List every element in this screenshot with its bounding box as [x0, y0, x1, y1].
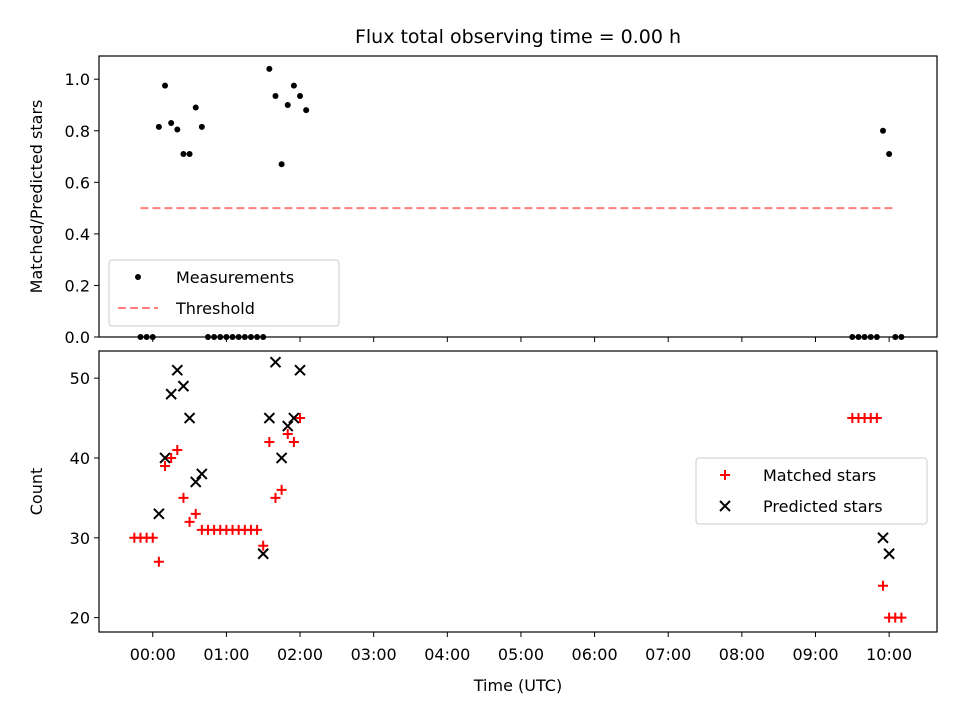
y-tick-label: 40 [70, 449, 90, 468]
x-tick-label: 09:00 [792, 645, 838, 664]
measurement-point [290, 82, 297, 89]
predicted-star-point [153, 508, 165, 520]
measurement-point [168, 120, 175, 127]
x-tick-label: 07:00 [645, 645, 691, 664]
predicted-star-point [288, 412, 300, 424]
legend-label: Matched stars [763, 466, 876, 485]
y-tick-label: 20 [70, 609, 90, 628]
series-predicted-stars [153, 356, 895, 560]
legend: Matched stars Predicted stars [695, 457, 928, 525]
matched-star-point [147, 532, 158, 543]
predicted-star-point [165, 388, 177, 400]
measurement-point [192, 104, 199, 111]
predicted-star-point [177, 380, 190, 392]
predicted-star-point [257, 548, 269, 560]
x-tick-label: 01:00 [203, 645, 249, 664]
x-tick-label: 02:00 [277, 645, 323, 664]
measurement-point [155, 123, 162, 130]
measurement-point [162, 82, 169, 89]
x-tick-label: 05:00 [498, 645, 544, 664]
predicted-star-point [183, 412, 196, 424]
predicted-star-point [883, 548, 895, 560]
y-axis-label: Count [27, 468, 46, 516]
y-tick-label: 1.0 [65, 70, 90, 89]
x-tick-label: 10:00 [866, 645, 912, 664]
axes-frame [98, 55, 938, 338]
matched-star-point [190, 508, 201, 519]
measurement-point [198, 123, 205, 130]
measurement-point [272, 92, 279, 99]
predicted-star-point [190, 476, 202, 488]
measurement-point [297, 92, 304, 99]
measurement-point [186, 150, 193, 157]
matched-star-point [160, 460, 171, 471]
y-axis-label: Matched/Predicted stars [27, 100, 46, 294]
predicted-star-point [282, 420, 294, 432]
matched-star-point [252, 524, 263, 535]
measurement-point [278, 161, 285, 168]
legend-label: Predicted stars [763, 497, 883, 516]
predicted-star-point [275, 452, 288, 464]
axes-frame [98, 350, 938, 633]
y-tick-label: 0.2 [65, 276, 90, 295]
y-tick-label: 50 [70, 369, 90, 388]
x-tick-label: 03:00 [351, 645, 397, 664]
legend-box [695, 457, 928, 525]
matched-star-point [295, 413, 306, 424]
series-matched-stars [129, 413, 907, 623]
y-tick-label: 0.8 [65, 122, 90, 141]
measurement-point [284, 101, 291, 108]
matched-star-point [264, 437, 275, 448]
x-tick-label: 06:00 [572, 645, 618, 664]
matched-star-point [166, 452, 177, 463]
legend-box [108, 259, 340, 327]
predicted-star-point [263, 412, 276, 424]
measurement-point [180, 150, 187, 157]
y-tick-label: 0.0 [65, 328, 90, 347]
matched-star-point [282, 429, 293, 440]
matched-star-point [184, 516, 195, 527]
predicted-star-point [877, 532, 889, 544]
matched-star-point [871, 413, 882, 424]
chart-title: Flux total observing time = 0.00 h [355, 26, 681, 48]
matched-star-point [172, 444, 183, 455]
matched-star-point [276, 484, 287, 495]
predicted-star-point [269, 356, 282, 368]
legend-plus-marker [720, 470, 730, 480]
predicted-star-point [159, 452, 171, 464]
predicted-star-point [196, 468, 208, 480]
x-tick-label: 08:00 [719, 645, 765, 664]
matched-star-point [877, 580, 888, 591]
legend-x-marker [719, 500, 731, 512]
matched-star-point [258, 540, 269, 551]
predicted-star-point [294, 364, 306, 376]
y-tick-label: 0.6 [65, 173, 90, 192]
predicted-star-point [171, 364, 184, 376]
measurement-point [174, 126, 181, 133]
legend-dot-marker [135, 274, 141, 280]
legend-label: Measurements [176, 268, 294, 287]
matched-star-point [896, 612, 907, 623]
matched-star-point [288, 437, 299, 448]
panel-1: 0.0 0.2 0.4 0.6 0.8 1.0 Matched/Predicted star… [27, 26, 938, 347]
x-tick-label: 04:00 [424, 645, 470, 664]
legend: Measurements Threshold [108, 259, 340, 327]
panel-2: 00:00 01:00 02:00 03:00 04:00 05:00 06:00 07:00… [27, 350, 938, 695]
measurement-point [886, 150, 893, 157]
x-axis-label: Time (UTC) [473, 676, 562, 695]
matched-star-point [270, 492, 281, 503]
measurement-point [266, 65, 273, 72]
measurement-point [879, 127, 886, 134]
measurement-point [303, 107, 310, 114]
x-tick-label: 00:00 [130, 645, 176, 664]
y-tick-label: 30 [70, 529, 90, 548]
y-tick-label: 0.4 [65, 225, 90, 244]
legend-label: Threshold [175, 299, 255, 318]
matched-star-point [178, 492, 189, 503]
matched-star-point [153, 556, 164, 567]
